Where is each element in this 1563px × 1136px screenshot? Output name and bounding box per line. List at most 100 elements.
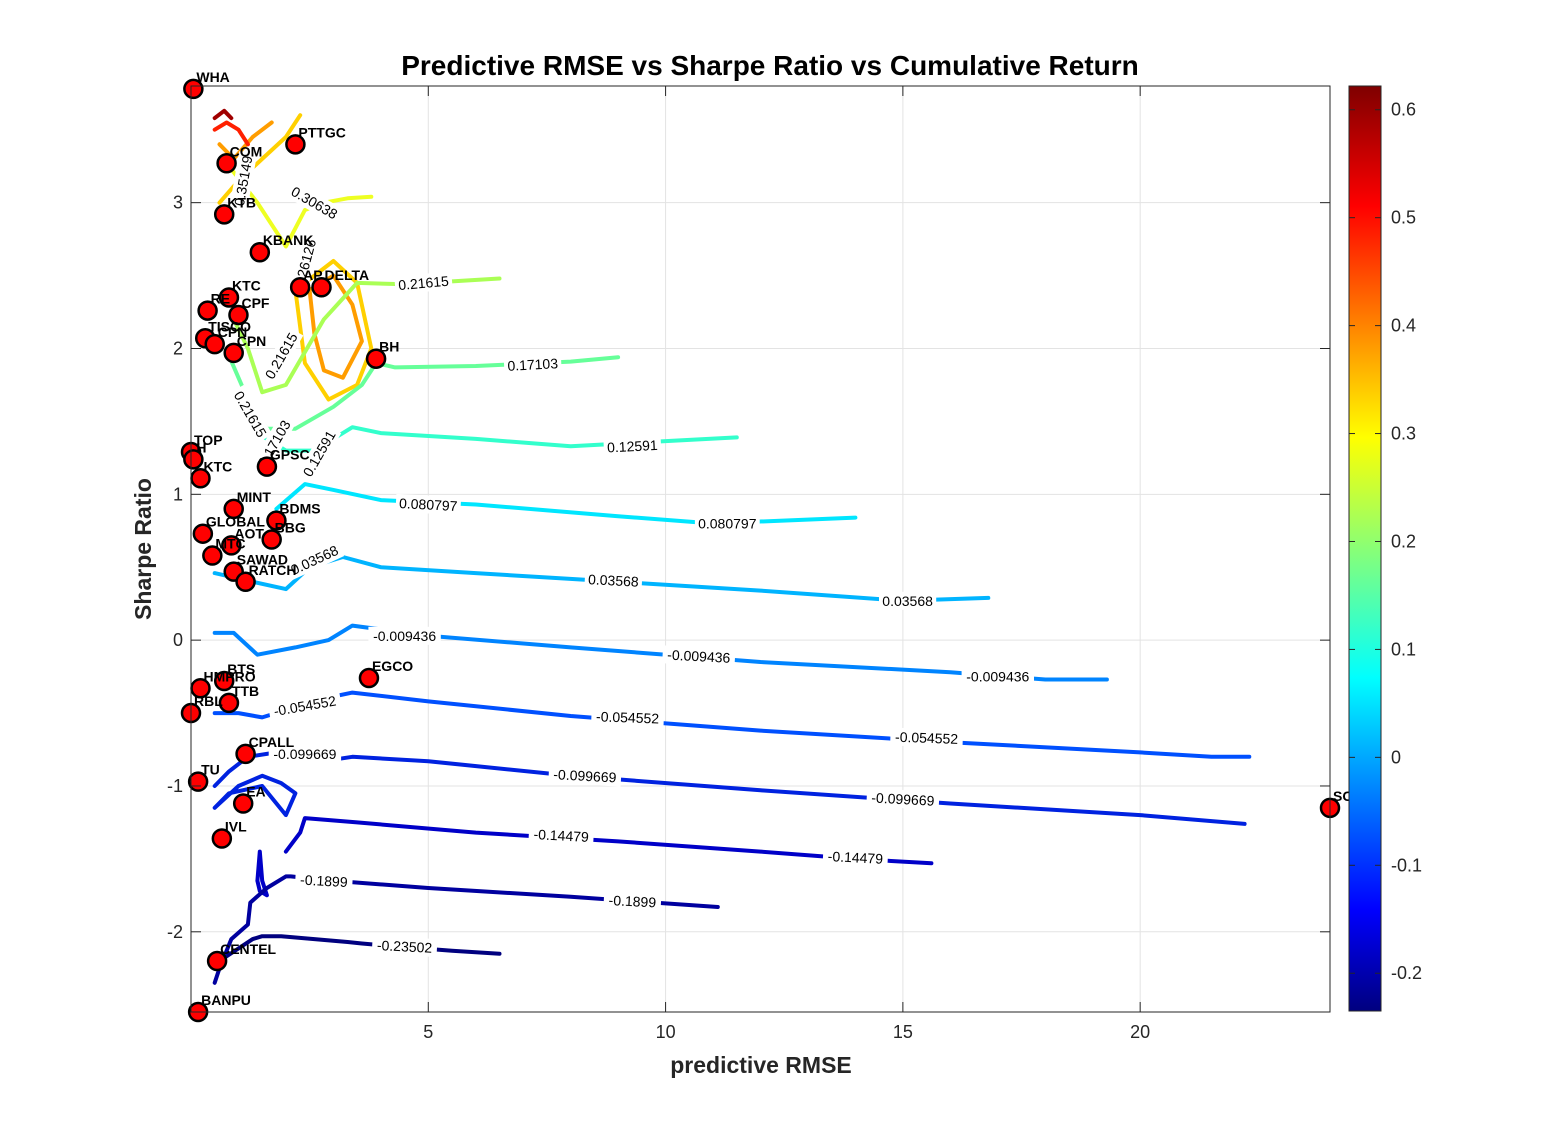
contour-label: -0.1899 <box>300 872 348 890</box>
contour-label-group: -0.009436 <box>662 645 736 668</box>
contour-label-group: -0.099669 <box>548 764 622 787</box>
data-point <box>192 523 214 544</box>
data-point <box>311 276 332 298</box>
point-label: MINT <box>237 489 272 505</box>
contour-label: -0.009436 <box>373 628 436 644</box>
point-label: TTB <box>232 683 259 699</box>
point-label: TISCO <box>208 318 251 334</box>
contour-label-group: 0.12591 <box>603 435 662 457</box>
data-point <box>221 535 242 556</box>
data-point <box>218 287 240 308</box>
contour-label-bg <box>866 788 940 810</box>
data-point <box>228 304 249 326</box>
point-label: EA <box>246 783 265 799</box>
contour-patch <box>212 773 298 818</box>
contour-label-bg <box>662 645 736 668</box>
contour-label-group: 0.080797 <box>694 514 760 533</box>
colorbar-tick-label: 0.2 <box>1391 531 1416 551</box>
data-point <box>285 134 306 155</box>
data-point <box>235 571 256 593</box>
contour-label-bg <box>284 539 345 581</box>
contour-label-bg <box>368 626 441 645</box>
x-tick-label: 5 <box>423 1022 433 1042</box>
contour-label-group: -0.009436 <box>961 667 1034 686</box>
contour-label-group: -0.23502 <box>371 935 438 958</box>
colorbar-tick-label: -0.2 <box>1391 963 1422 983</box>
data-point <box>266 510 287 531</box>
data-point <box>232 793 254 814</box>
contour-label-bg <box>259 326 304 386</box>
point-label: HMPRO <box>203 668 255 684</box>
x-axis-ticks: 5 10 15 20 <box>423 86 1150 1042</box>
contour-label-bg <box>228 384 273 444</box>
contour-label-group: 0.080797 <box>395 493 462 516</box>
contour-label: -0.14479 <box>827 848 883 867</box>
contour-label: 0.080797 <box>698 516 757 532</box>
point-label: AOT <box>234 525 264 541</box>
contour-label: -0.009436 <box>966 669 1029 685</box>
contour-label: -0.1899 <box>608 892 656 910</box>
colorbar-ticks: -0.2 -0.1 0 0.1 0.2 0.3 0.4 0.5 0.6 <box>1349 100 1422 983</box>
point-label: BDMS <box>279 501 320 517</box>
contour-label-group: -0.14479 <box>822 846 889 869</box>
contour-label-bg <box>528 824 595 847</box>
grid <box>191 86 1330 1012</box>
data-point <box>211 828 233 849</box>
point-label: CPALL <box>249 734 295 750</box>
point-label: KBANK <box>263 232 314 248</box>
contour-label-group: 0.21615 <box>394 271 453 295</box>
contour-label: -0.054552 <box>596 708 660 726</box>
colorbar <box>1348 85 1382 1012</box>
contour-label: -0.23502 <box>377 937 433 956</box>
contour-label-group: -0.054552 <box>890 727 964 749</box>
contour-patch <box>307 273 364 380</box>
contour-label: 0.080797 <box>399 495 458 514</box>
contour-label: 0.17103 <box>507 355 559 374</box>
point-label: CPF <box>241 295 269 311</box>
contour-label: 0.21615 <box>398 273 450 293</box>
colorbar-tick-label: 0.3 <box>1391 424 1416 444</box>
point-label: RE <box>211 291 230 307</box>
point-label: PTTGC <box>298 124 345 140</box>
contour-line <box>227 164 374 249</box>
point-label: GLOBAL <box>206 514 266 530</box>
contour-label-bg <box>395 493 462 516</box>
y-axis-ticks: -2 -1 0 1 2 3 <box>167 193 1330 942</box>
data-point <box>183 78 204 100</box>
contour-label-bg <box>503 354 562 375</box>
point-label: TU <box>201 762 220 778</box>
point-label: SC <box>1333 788 1352 804</box>
contour-label-bg <box>285 180 344 225</box>
point-label: BH <box>379 339 399 355</box>
point-label: AP <box>303 267 322 283</box>
contour-label-bg <box>591 707 665 728</box>
contour-label-bg <box>584 569 643 591</box>
contour-label-bg <box>268 744 342 763</box>
contour-label: -0.054552 <box>895 729 959 747</box>
data-point <box>183 449 204 470</box>
data-point <box>218 692 240 714</box>
contour-label-group: -0.054552 <box>591 707 665 728</box>
y-tick-label: 2 <box>173 338 183 358</box>
point-label: KTB <box>227 194 256 210</box>
contour-label: -0.099669 <box>273 746 336 762</box>
point-label: KTC <box>232 277 261 293</box>
contour-label-group: -0.1899 <box>294 870 353 892</box>
contour-label-group: 0.17103 <box>503 354 562 375</box>
contour-label-group: 0.03568 <box>879 591 937 610</box>
data-point <box>256 456 278 477</box>
point-label: MTC <box>215 536 245 552</box>
point-label: GPSC <box>270 447 310 463</box>
contour-label-bg <box>548 764 622 787</box>
y-tick-label: -1 <box>167 776 183 796</box>
colorbar-tick-label: -0.1 <box>1391 855 1422 875</box>
contour-label-bg <box>822 846 889 869</box>
colorbar-tick-label: 0.1 <box>1391 639 1416 659</box>
data-point <box>202 545 223 566</box>
data-point <box>213 670 235 692</box>
point-label: RATCH <box>249 562 297 578</box>
contour-label-group: -0.009436 <box>368 626 441 645</box>
data-point <box>197 300 218 321</box>
contour-label: 0.12591 <box>607 437 659 456</box>
